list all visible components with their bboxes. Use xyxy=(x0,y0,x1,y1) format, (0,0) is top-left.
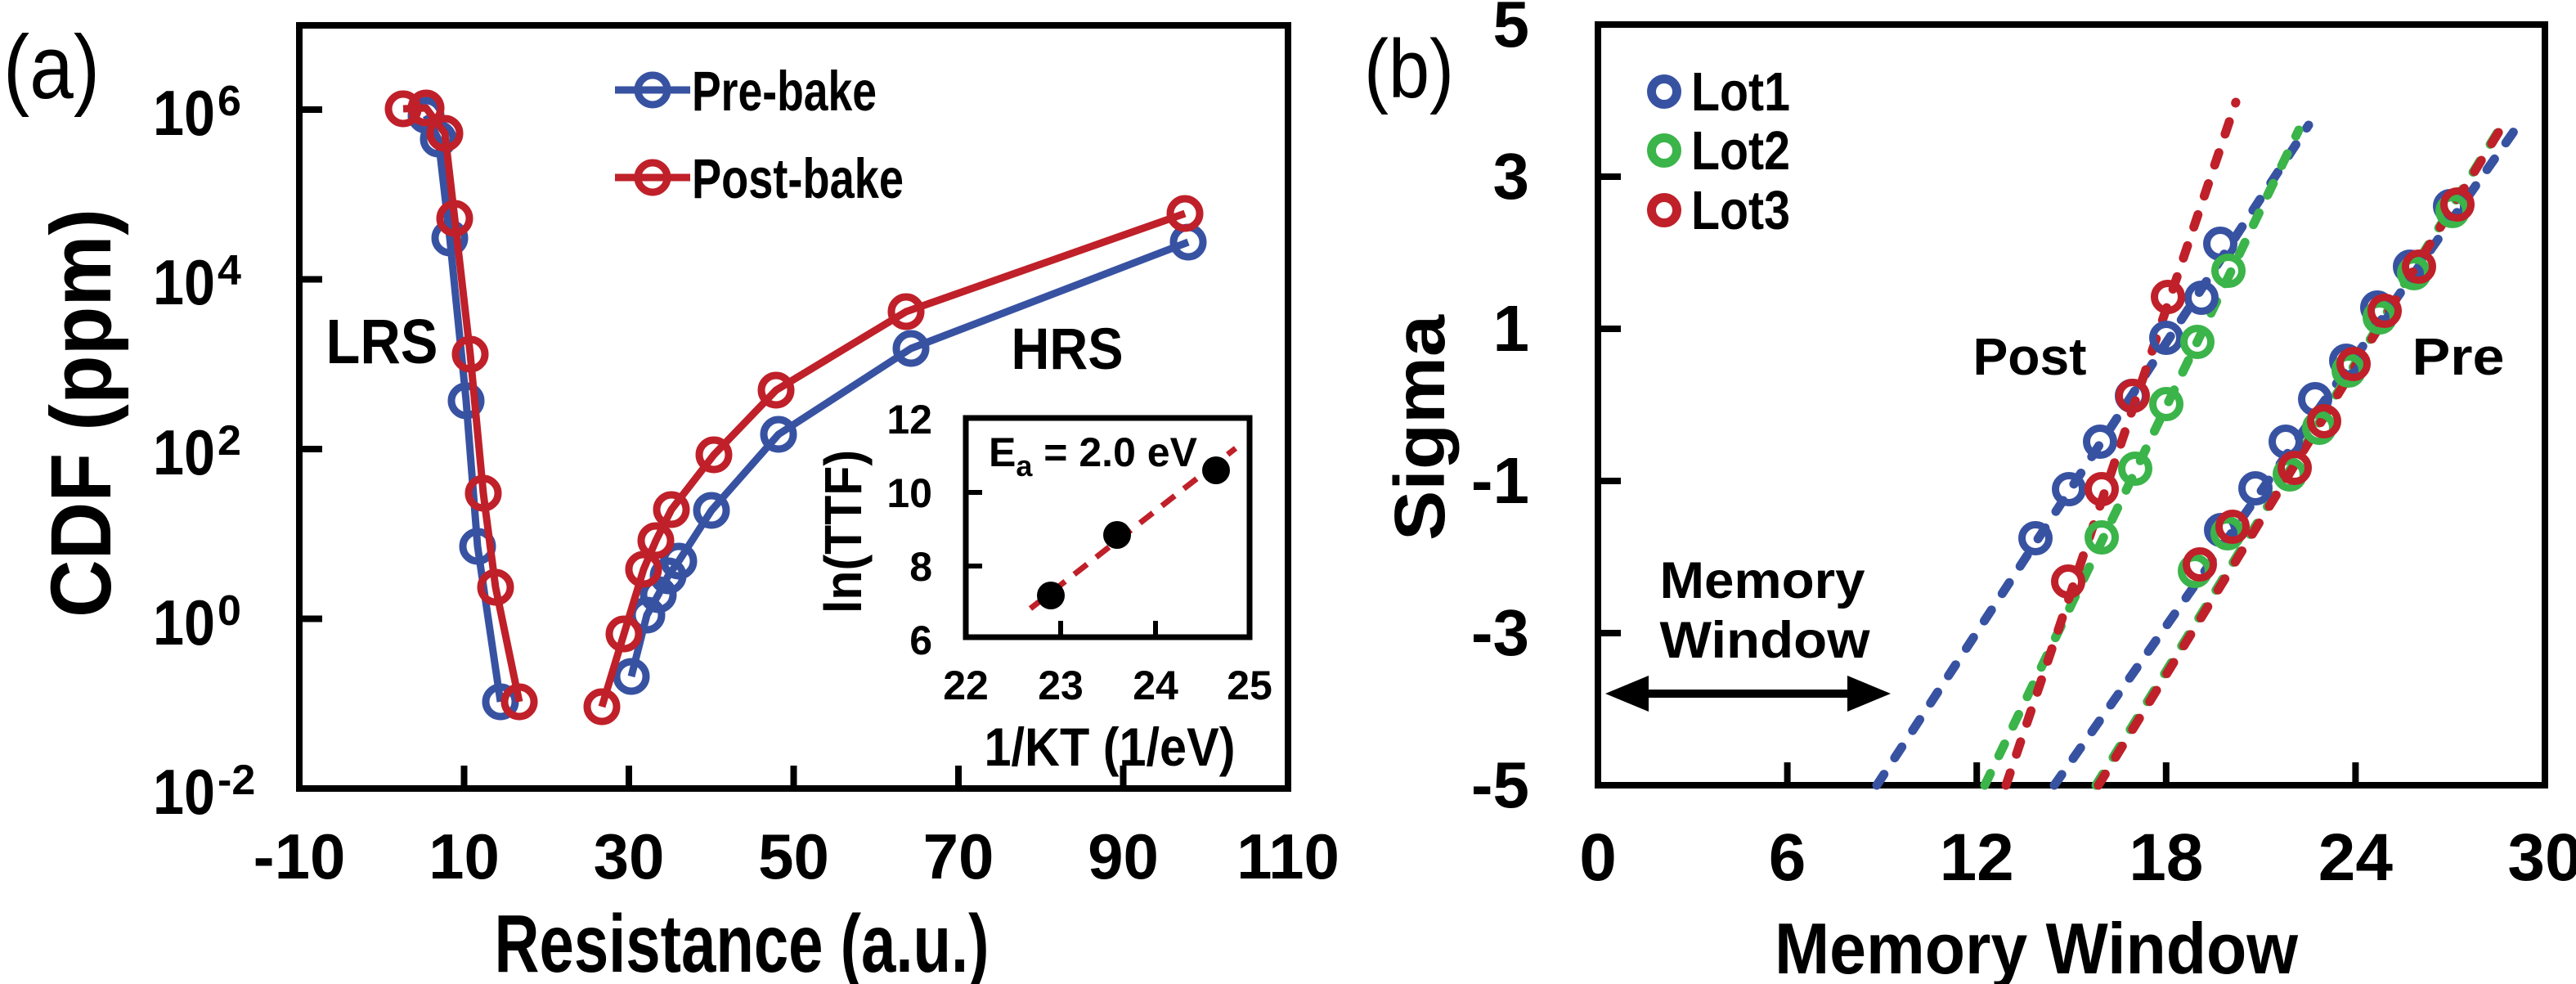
svg-text:Pre-bake: Pre-bake xyxy=(692,60,877,123)
svg-text:30: 30 xyxy=(594,820,665,892)
svg-text:Post: Post xyxy=(1973,327,2087,386)
svg-text:3: 3 xyxy=(1493,140,1530,213)
svg-text:6: 6 xyxy=(1769,820,1806,895)
svg-text:10: 10 xyxy=(886,470,932,516)
svg-text:-5: -5 xyxy=(1471,748,1529,821)
svg-text:-1: -1 xyxy=(1471,444,1529,517)
svg-text:10: 10 xyxy=(153,586,215,658)
svg-text:HRS: HRS xyxy=(1012,317,1124,382)
svg-text:Post-bake: Post-bake xyxy=(692,147,904,210)
svg-text:-10: -10 xyxy=(254,820,346,892)
svg-text:2: 2 xyxy=(218,417,241,465)
svg-text:CDF (ppm): CDF (ppm) xyxy=(34,209,129,618)
svg-text:Lot2: Lot2 xyxy=(1691,120,1790,182)
svg-text:5: 5 xyxy=(1493,0,1530,61)
svg-text:0: 0 xyxy=(218,587,241,635)
svg-text:12: 12 xyxy=(1940,820,2014,895)
svg-text:110: 110 xyxy=(1236,820,1340,892)
svg-text:24: 24 xyxy=(2318,820,2394,895)
svg-text:18: 18 xyxy=(2129,820,2203,895)
svg-text:4: 4 xyxy=(218,247,241,294)
svg-text:1/KT (1/eV): 1/KT (1/eV) xyxy=(985,717,1236,777)
svg-text:Memory: Memory xyxy=(1660,552,1865,609)
svg-text:-3: -3 xyxy=(1471,596,1529,669)
svg-text:Resistance (a.u.): Resistance (a.u.) xyxy=(495,898,990,984)
svg-text:10: 10 xyxy=(153,77,215,149)
svg-text:10: 10 xyxy=(153,756,215,828)
svg-text:LRS: LRS xyxy=(326,307,438,377)
svg-text:50: 50 xyxy=(758,820,829,892)
svg-text:Window: Window xyxy=(1660,612,1871,669)
svg-text:Lot3: Lot3 xyxy=(1691,180,1790,241)
svg-text:(b): (b) xyxy=(1364,24,1454,115)
svg-text:Sigma: Sigma xyxy=(1380,314,1460,541)
svg-text:23: 23 xyxy=(1038,663,1084,708)
svg-text:Pre: Pre xyxy=(2412,327,2505,386)
svg-text:70: 70 xyxy=(923,820,994,892)
svg-text:8: 8 xyxy=(909,544,932,590)
svg-text:24: 24 xyxy=(1133,663,1178,708)
svg-text:12: 12 xyxy=(886,397,932,443)
svg-text:1: 1 xyxy=(1493,292,1530,365)
svg-text:6: 6 xyxy=(218,78,241,125)
svg-text:10: 10 xyxy=(153,416,215,488)
svg-text:(a): (a) xyxy=(3,17,100,118)
svg-text:10: 10 xyxy=(153,246,215,318)
svg-text:6: 6 xyxy=(909,618,932,663)
svg-text:22: 22 xyxy=(943,663,989,708)
svg-text:0: 0 xyxy=(1579,820,1617,895)
svg-text:Memory Window: Memory Window xyxy=(1775,908,2299,984)
svg-text:Lot1: Lot1 xyxy=(1691,61,1790,123)
svg-text:25: 25 xyxy=(1227,663,1272,708)
svg-text:ln(TTF): ln(TTF) xyxy=(814,450,873,613)
svg-text:30: 30 xyxy=(2507,820,2576,895)
svg-text:90: 90 xyxy=(1088,820,1159,892)
svg-text:-2: -2 xyxy=(218,757,255,804)
svg-text:10: 10 xyxy=(429,820,500,892)
